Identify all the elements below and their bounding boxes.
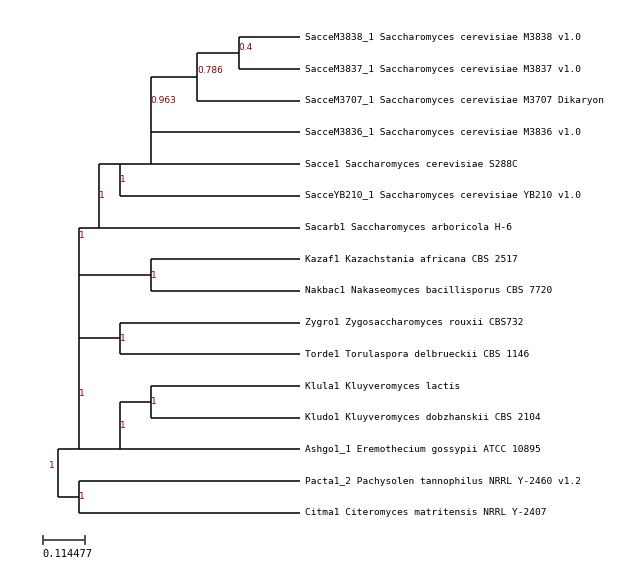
Text: Pacta1_2 Pachysolen tannophilus NRRL Y-2460 v1.2: Pacta1_2 Pachysolen tannophilus NRRL Y-2… <box>305 477 581 486</box>
Text: SacceM3836_1 Saccharomyces cerevisiae M3836 v1.0: SacceM3836_1 Saccharomyces cerevisiae M3… <box>305 128 581 137</box>
Text: 1: 1 <box>79 492 84 501</box>
Text: Kazaf1 Kazachstania africana CBS 2517: Kazaf1 Kazachstania africana CBS 2517 <box>305 255 518 264</box>
Text: 1: 1 <box>99 191 105 200</box>
Text: 1: 1 <box>120 334 126 343</box>
Text: Citma1 Citeromyces matritensis NRRL Y-2407: Citma1 Citeromyces matritensis NRRL Y-24… <box>305 508 547 517</box>
Text: SacceYB210_1 Saccharomyces cerevisiae YB210 v1.0: SacceYB210_1 Saccharomyces cerevisiae YB… <box>305 191 581 200</box>
Text: 1: 1 <box>151 397 157 406</box>
Text: 0.114477: 0.114477 <box>43 549 93 559</box>
Text: Sacce1 Saccharomyces cerevisiae S288C: Sacce1 Saccharomyces cerevisiae S288C <box>305 160 518 169</box>
Text: SacceM3838_1 Saccharomyces cerevisiae M3838 v1.0: SacceM3838_1 Saccharomyces cerevisiae M3… <box>305 33 581 42</box>
Text: Zygro1 Zygosaccharomyces rouxii CBS732: Zygro1 Zygosaccharomyces rouxii CBS732 <box>305 318 524 327</box>
Text: 0.4: 0.4 <box>238 42 253 52</box>
Text: 1: 1 <box>151 271 157 280</box>
Text: Kludo1 Kluyveromyces dobzhanskii CBS 2104: Kludo1 Kluyveromyces dobzhanskii CBS 210… <box>305 413 541 422</box>
Text: Ashgo1_1 Eremothecium gossypii ATCC 10895: Ashgo1_1 Eremothecium gossypii ATCC 1089… <box>305 445 541 454</box>
Text: 1: 1 <box>120 175 126 185</box>
Text: 1: 1 <box>79 389 84 398</box>
Text: Torde1 Torulaspora delbrueckii CBS 1146: Torde1 Torulaspora delbrueckii CBS 1146 <box>305 350 529 359</box>
Text: 0.963: 0.963 <box>151 96 177 105</box>
Text: 1: 1 <box>50 461 55 470</box>
Text: Nakbac1 Nakaseomyces bacillisporus CBS 7720: Nakbac1 Nakaseomyces bacillisporus CBS 7… <box>305 286 553 295</box>
Text: Klula1 Kluyveromyces lactis: Klula1 Kluyveromyces lactis <box>305 381 461 391</box>
Text: SacceM3707_1 Saccharomyces cerevisiae M3707 Dikaryon: SacceM3707_1 Saccharomyces cerevisiae M3… <box>305 96 604 105</box>
Text: 1: 1 <box>79 231 84 240</box>
Text: 1: 1 <box>120 421 126 430</box>
Text: Sacarb1 Saccharomyces arboricola H-6: Sacarb1 Saccharomyces arboricola H-6 <box>305 223 513 232</box>
Text: SacceM3837_1 Saccharomyces cerevisiae M3837 v1.0: SacceM3837_1 Saccharomyces cerevisiae M3… <box>305 65 581 74</box>
Text: 0.786: 0.786 <box>197 66 223 75</box>
